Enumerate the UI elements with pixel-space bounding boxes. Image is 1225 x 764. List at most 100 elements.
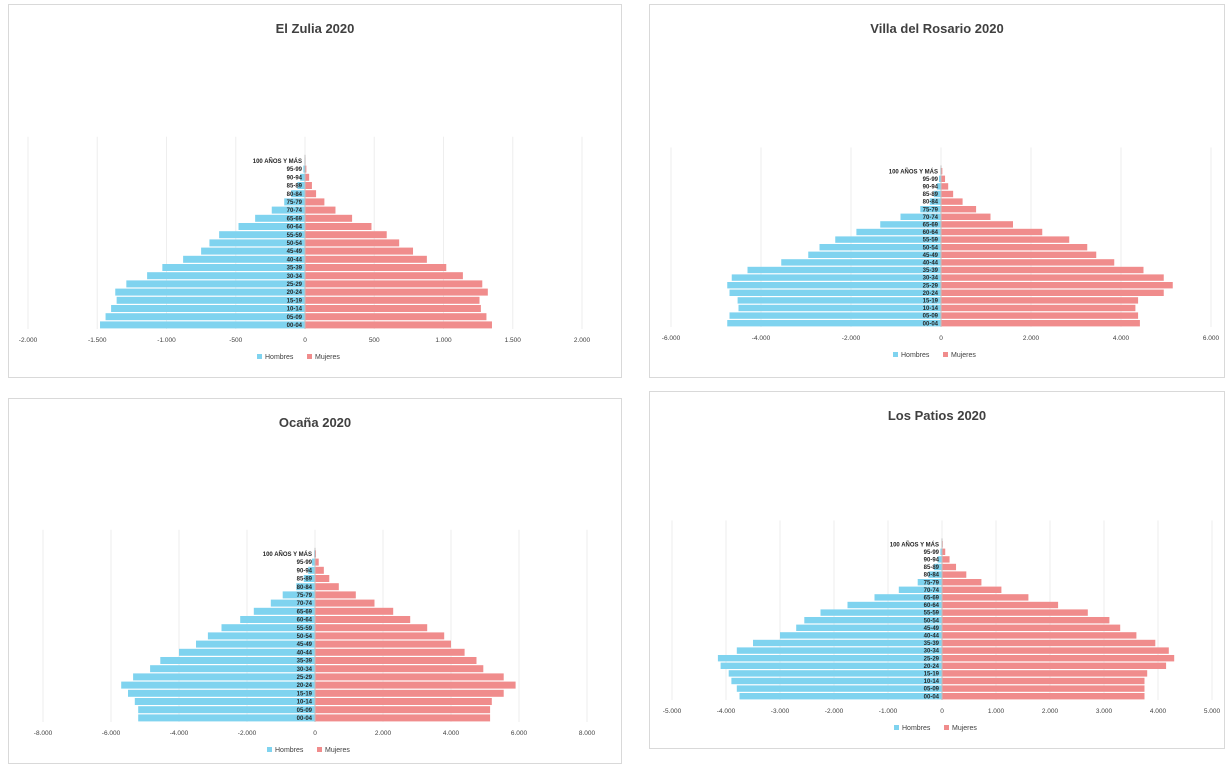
bar-hombres xyxy=(727,320,941,327)
bar-mujeres xyxy=(942,601,1059,609)
age-group-label: 45-49 xyxy=(923,253,939,259)
age-group-label: 40-44 xyxy=(924,634,940,640)
x-tick-label: -2.000 xyxy=(19,337,38,344)
bar-hombres xyxy=(179,648,315,656)
bar-hombres xyxy=(121,681,315,689)
bar-mujeres xyxy=(942,670,1148,677)
bar-hombres xyxy=(238,223,305,230)
bar-hombres xyxy=(928,571,942,578)
chart-title: El Zulia 2020 xyxy=(276,21,355,36)
age-group-label: 45-49 xyxy=(297,642,313,648)
age-group-label: 100 AÑOS Y MÁS xyxy=(263,551,312,558)
bar-mujeres xyxy=(941,198,963,205)
age-group-label: 50-54 xyxy=(297,634,313,640)
age-group-label: 55-59 xyxy=(923,238,939,244)
bar-hombres xyxy=(729,289,941,296)
bar-mujeres xyxy=(942,685,1145,692)
legend-swatch-hombres xyxy=(257,354,262,359)
bar-mujeres xyxy=(315,583,339,591)
bar-hombres xyxy=(133,673,315,681)
bar-mujeres xyxy=(315,673,504,681)
bar-hombres xyxy=(731,274,941,281)
x-tick-label: -3.000 xyxy=(771,708,790,715)
age-group-label: 50-54 xyxy=(287,241,303,247)
bar-hombres xyxy=(138,706,315,714)
bar-hombres xyxy=(100,321,306,329)
x-tick-label: 1.000 xyxy=(435,337,452,344)
age-group-label: 30-34 xyxy=(924,649,940,655)
bar-hombres xyxy=(183,255,305,263)
age-group-label: 00-04 xyxy=(923,321,939,327)
bar-mujeres xyxy=(942,617,1110,624)
age-group-label: 95-99 xyxy=(923,177,939,183)
x-tick-label: 2.000 xyxy=(1042,708,1059,715)
legend-swatch-hombres xyxy=(893,352,898,357)
x-tick-label: -2.000 xyxy=(842,335,861,342)
bar-hombres xyxy=(255,214,305,222)
bar-hombres xyxy=(937,556,942,563)
bar-mujeres xyxy=(942,662,1167,669)
age-group-label: 35-39 xyxy=(297,659,313,665)
bar-hombres xyxy=(115,288,305,296)
age-group-label: 90-94 xyxy=(923,185,939,191)
bar-hombres xyxy=(933,190,941,198)
bar-hombres xyxy=(270,599,315,607)
bar-mujeres xyxy=(942,571,967,578)
age-group-label: 10-14 xyxy=(287,307,303,313)
age-group-label: 60-64 xyxy=(924,603,940,609)
chart-panel-los-patios: Los Patios 2020 -5.000 -4.000 -3.000 -2.000 -… xyxy=(649,391,1225,749)
bar-hombres xyxy=(856,228,941,236)
bar-mujeres xyxy=(315,648,465,656)
bar-mujeres xyxy=(315,616,411,623)
x-tick-label: -2.000 xyxy=(825,708,844,715)
x-tick-label: 0 xyxy=(313,730,317,737)
age-group-label: 75-79 xyxy=(287,200,303,206)
bar-mujeres xyxy=(942,563,957,571)
age-group-label: 10-14 xyxy=(923,306,939,312)
bar-hombres xyxy=(819,244,941,251)
bar-mujeres xyxy=(315,681,516,689)
legend-swatch-hombres xyxy=(267,747,272,752)
x-tick-label: -4.000 xyxy=(752,335,771,342)
bar-mujeres xyxy=(941,320,1140,327)
x-tick-label: 4.000 xyxy=(1150,708,1167,715)
age-group-label: 70-74 xyxy=(923,215,939,221)
x-tick-label: 3.000 xyxy=(1096,708,1113,715)
x-tick-label: -1.000 xyxy=(157,337,176,344)
legend: Hombres Mujeres xyxy=(257,354,340,361)
x-tick-label: -1.500 xyxy=(88,337,107,344)
bar-hombres xyxy=(796,624,942,631)
age-group-label: 95-99 xyxy=(287,167,303,173)
bar-mujeres xyxy=(315,575,330,582)
bar-mujeres xyxy=(942,655,1175,662)
chart-panel-villa-del-rosario: Villa del Rosario 2020 -6.000 -4.000 -2.000… xyxy=(649,4,1225,378)
age-group-label: 50-54 xyxy=(924,618,940,624)
bar-mujeres xyxy=(315,714,491,722)
age-group-label: 10-14 xyxy=(297,700,313,706)
bar-hombres xyxy=(920,206,941,213)
x-tick-label: -500 xyxy=(229,337,242,344)
bar-hombres xyxy=(303,165,305,173)
x-tick-label: 1.500 xyxy=(505,337,522,344)
bar-hombres xyxy=(126,280,306,288)
age-group-label: 85-89 xyxy=(297,577,313,583)
bar-mujeres xyxy=(315,640,451,648)
bar-hombres xyxy=(219,231,305,239)
bar-hombres xyxy=(835,236,941,243)
bar-mujeres xyxy=(941,183,949,190)
age-group-label: 30-34 xyxy=(923,276,939,282)
age-group-label: 25-29 xyxy=(924,656,940,662)
bar-hombres xyxy=(134,698,315,705)
age-group-label: 65-69 xyxy=(297,609,313,615)
bar-mujeres xyxy=(941,175,946,182)
age-group-label: 25-29 xyxy=(923,283,939,289)
bar-mujeres xyxy=(941,228,1043,236)
bar-hombres xyxy=(804,617,942,624)
age-group-label: 25-29 xyxy=(287,282,303,288)
x-tick-label: -1.000 xyxy=(879,708,898,715)
age-group-label: 80-84 xyxy=(287,192,303,198)
age-group-label: 20-24 xyxy=(297,683,313,689)
legend-swatch-mujeres xyxy=(317,747,322,752)
bar-hombres xyxy=(820,609,942,616)
age-group-label: 95-99 xyxy=(924,550,940,556)
